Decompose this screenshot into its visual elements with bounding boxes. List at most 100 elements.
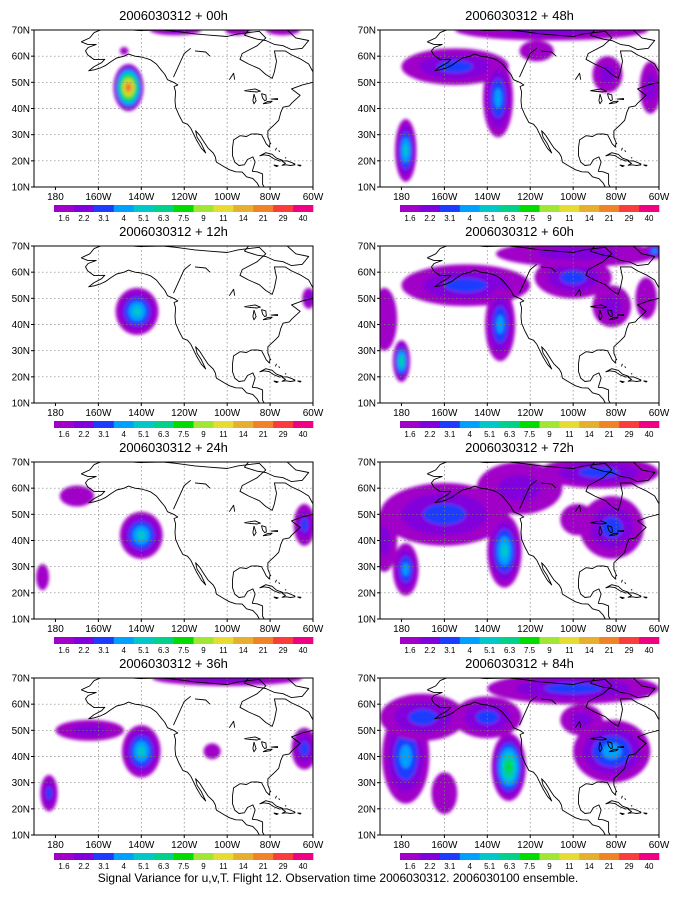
colorbar-label: 5.1 (484, 862, 496, 871)
colorbar-label: 14 (239, 214, 248, 223)
lat-tick-label: 60N (12, 268, 30, 279)
colorbar-label: 14 (585, 646, 594, 655)
colorbar-swatch (293, 205, 314, 212)
lon-tick-label: 140W (474, 624, 501, 635)
coastline-path (81, 246, 313, 403)
variance-contour (36, 564, 50, 591)
variance-contour (400, 357, 403, 365)
lon-tick-label: 60W (303, 192, 324, 203)
coastline-path (630, 157, 633, 159)
lon-tick-label: 160W (431, 408, 458, 419)
colorbar-label: 5.1 (484, 214, 496, 223)
coastline-path (284, 805, 287, 807)
variance-contour (300, 741, 309, 756)
colorbar-label: 5.1 (138, 646, 150, 655)
coastline-path (173, 47, 191, 78)
colorbar-swatch (54, 853, 75, 860)
lat-tick-label: 50N (358, 510, 376, 521)
lat-tick-label: 70N (358, 458, 376, 469)
colorbar-label: 3.1 (444, 214, 456, 223)
colorbar-label: 40 (299, 862, 308, 871)
colorbar-swatch (113, 853, 134, 860)
colorbar-swatch (559, 853, 580, 860)
colorbar-swatch (499, 853, 520, 860)
coastline-path (281, 808, 296, 814)
colorbar-swatch (559, 205, 580, 212)
coastline-path (598, 741, 603, 753)
colorbar-label: 5.1 (484, 430, 496, 439)
coastline-path (278, 582, 281, 585)
map-panel: 2006030312 + 48h 180 160W 140W 120W 100W 80W 60… (358, 8, 670, 223)
coastline-path (643, 596, 648, 599)
lat-tick-label: 30N (358, 130, 376, 141)
coastline-path (540, 266, 557, 273)
colorbar-swatch (253, 853, 274, 860)
coastlines (427, 30, 659, 187)
colorbar-label: 9 (201, 862, 206, 871)
colorbar-swatch (459, 853, 480, 860)
lat-tick-label: 40N (12, 536, 30, 547)
graticule (380, 678, 659, 835)
coastline-path (639, 595, 642, 598)
colorbar-label: 9 (201, 430, 206, 439)
coastline-path (627, 160, 642, 166)
coastline-path (273, 812, 279, 816)
coastline-path (627, 592, 642, 598)
coastline-path (81, 30, 313, 187)
coastline-path (273, 596, 279, 600)
colorbar-label: 14 (239, 430, 248, 439)
figure-caption: Signal Variance for u,v,T. Flight 12. Ob… (98, 871, 579, 885)
map-panel: 2006030312 + 72h 180 160W 140W 120W 100W 80W 60… (358, 440, 670, 655)
colorbar-swatch (519, 205, 540, 212)
variance-contour (494, 88, 502, 108)
lon-tick-label: 180 (393, 624, 410, 635)
colorbar-swatch (153, 421, 174, 428)
colorbar-label: 3.1 (444, 862, 456, 871)
colorbar-label: 40 (299, 430, 308, 439)
colorbar-swatch (273, 637, 294, 644)
colorbar-swatch (519, 637, 540, 644)
coastline-path (630, 373, 633, 375)
colorbar-swatch (153, 637, 174, 644)
coastline-path (608, 316, 619, 321)
coastline-path (274, 579, 277, 583)
colorbar-swatch (173, 421, 194, 428)
colorbar-label: 2.2 (78, 862, 90, 871)
colorbar-swatch (619, 637, 640, 644)
coastline-path (259, 152, 283, 162)
lon-tick-label: 80W (606, 192, 627, 203)
coastline-path (281, 592, 296, 598)
coastline-path (574, 288, 582, 296)
colorbar-label: 2.2 (424, 214, 436, 223)
colorbar-label: 6.3 (504, 430, 516, 439)
colorbar-label: 11 (565, 646, 574, 655)
coastline-path (244, 304, 261, 309)
variance-contour (403, 144, 408, 157)
colorbar-label: 21 (259, 430, 268, 439)
lon-tick-label: 180 (47, 624, 64, 635)
variance-contour (444, 278, 488, 293)
coastline-path (639, 811, 642, 814)
colorbar: 1.6 2.2 3.1 4 5.1 6.3 7.5 9 11 14 21 29 40 (400, 421, 660, 439)
colorbar-label: 11 (219, 646, 228, 655)
lon-tick-label: 180 (393, 840, 410, 851)
lon-tick-label: 60W (649, 624, 670, 635)
colorbar-swatch (419, 637, 441, 644)
coastline-path (605, 800, 629, 810)
colorbar-label: 21 (605, 862, 614, 871)
lon-tick-label: 120W (171, 192, 198, 203)
lat-tick-label: 30N (12, 778, 30, 789)
colorbar-swatch (439, 205, 461, 212)
panel-title: 2006030312 + 00h (119, 8, 228, 23)
coastline-path (271, 98, 279, 101)
colorbar-label: 5.1 (484, 646, 496, 655)
colorbar-swatch (459, 637, 480, 644)
coastline-path (259, 584, 283, 594)
variance-contour (544, 683, 602, 694)
lon-tick-label: 60W (303, 408, 324, 419)
colorbar-label: 14 (239, 862, 248, 871)
coastline-path (620, 795, 623, 799)
colorbar-swatch (113, 637, 134, 644)
lon-tick-label: 140W (474, 192, 501, 203)
colorbar-swatch (419, 853, 441, 860)
